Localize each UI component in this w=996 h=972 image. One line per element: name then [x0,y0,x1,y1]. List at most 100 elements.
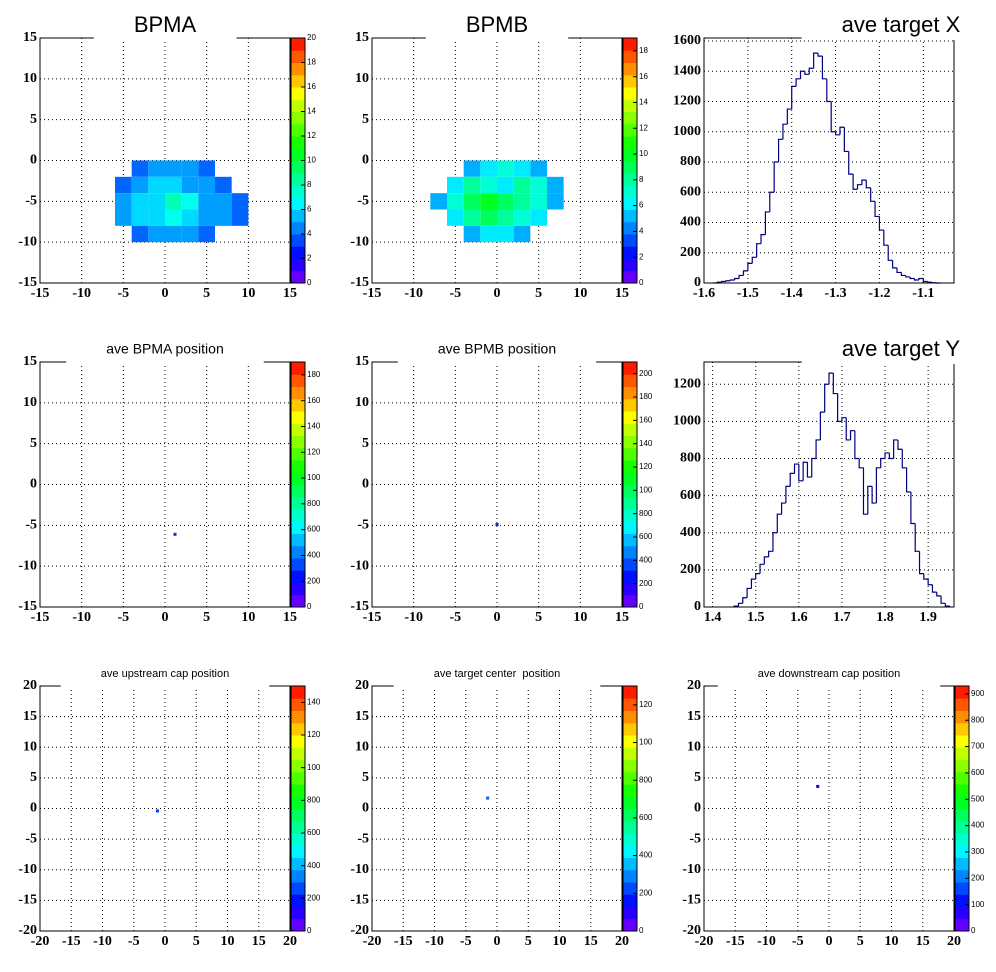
y-tick-label: -15 [350,893,369,908]
x-tick-label: -15 [394,934,413,949]
histogram-bin [843,127,849,153]
colorbar-segment [291,123,305,137]
colorbar-segment [291,722,305,736]
colorbar-segment [623,87,637,100]
x-tick-label: -1.1 [912,286,934,301]
colorbar-segment [291,234,305,247]
colorbar-tick-label: 18 [639,46,648,55]
colorbar-segment [291,386,305,400]
histogram-bin [944,603,950,607]
colorbar-segment [291,423,305,436]
x-tick-label: 0 [162,934,169,949]
colorbar-segment [623,722,637,736]
y-tick-label: -20 [350,923,369,938]
histogram-bin [874,201,880,218]
x-tick-label: -1.6 [693,286,715,301]
y-tick-label: -15 [350,599,369,614]
x-tick-label: -5 [460,934,472,949]
heatmap-cell [497,209,514,226]
colorbar-segment [623,62,637,76]
histogram-bin [760,234,766,244]
y-tick-label: 15 [355,709,369,724]
colorbar-frame [290,685,306,932]
colorbar-segment [623,374,637,387]
colorbar-tick-label: 800 [639,509,653,518]
y-tick-label: 1400 [673,63,701,78]
histogram-bin [849,430,855,440]
histogram-bin [746,587,752,598]
colorbar-segment [623,735,637,748]
colorbar-frame [954,685,970,932]
colorbar-tick-label: 0 [639,926,644,935]
colorbar-segment [291,258,305,272]
histogram-bin [910,491,916,525]
y-tick-label: 1200 [673,376,701,391]
histogram-bin [742,597,748,604]
histogram-bin [737,602,743,607]
colorbar-segment [955,857,969,871]
x-tick-label: 10 [241,610,255,625]
colorbar-tick-label: 120 [639,462,653,471]
colorbar-segment [623,808,637,822]
colorbar-segment [623,869,637,883]
panel: -15 -10 -5 0 5 10 15 -15 -10 -5 0 5 10 15 0 2 4 6 8 10 12 14 1… [18,12,316,301]
heatmap-cell [181,176,199,194]
y-tick-label: 5 [362,436,369,451]
x-tick-label: 0 [162,610,169,625]
y-tick-label: 200 [680,562,701,577]
x-tick-label: -10 [425,934,444,949]
colorbar-segment [955,759,969,773]
colorbar-segment [291,411,305,424]
heatmap-cell [816,784,820,788]
y-tick-label: 0 [362,477,369,492]
y-tick-label: 5 [694,770,701,785]
histogram-bin [832,373,838,395]
heatmap-cell [148,209,165,226]
colorbar-segment [623,582,637,596]
histogram-bin [819,411,825,440]
colorbar-segment [955,747,969,760]
title-box [801,36,996,40]
colorbar-tick-label: 0 [307,926,312,935]
histogram-bin [772,532,778,552]
title-box [60,684,270,688]
colorbar-segment [291,533,305,547]
title-box [66,360,264,364]
heatmap-cell [463,193,481,210]
heatmap-cell [513,176,531,194]
colorbar-segment [291,545,305,559]
y-tick-label: -10 [350,558,369,573]
heatmap-cell [497,176,514,194]
colorbar-tick-label: 2 [639,252,644,261]
colorbar-segment [623,38,637,51]
heatmap-cell [231,209,249,226]
x-tick-label: 10 [573,610,587,625]
colorbar-tick-label: 100 [971,900,985,909]
heatmap-cell [480,209,497,226]
histogram-bin [768,550,773,557]
colorbar-segment [623,398,637,412]
colorbar-tick-label: 14 [307,107,316,116]
y-tick-label: -5 [25,194,37,209]
histogram-bin [793,463,799,474]
y-tick-label: -10 [18,862,37,877]
x-tick-label: 5 [203,610,210,625]
title-box [93,36,237,40]
chart-title: ave upstream cap position [101,668,229,680]
heatmap-cell [131,193,149,210]
histogram-bin [804,71,810,75]
colorbar-tick-label: 300 [971,847,985,856]
histogram-bin [940,595,946,604]
colorbar-segment [623,698,637,711]
colorbar-tick-label: 200 [971,873,985,882]
x-tick-label: -5 [792,934,804,949]
histogram-bin [802,461,808,481]
histogram-bin [828,372,834,385]
heatmap-cell [447,193,464,210]
histogram-bin [922,278,928,283]
heatmap-cell [198,176,215,194]
colorbar-tick-label: 120 [307,447,321,456]
y-tick-label: 5 [30,770,37,785]
histogram-bin [883,230,889,246]
colorbar-tick-label: 400 [639,555,653,564]
